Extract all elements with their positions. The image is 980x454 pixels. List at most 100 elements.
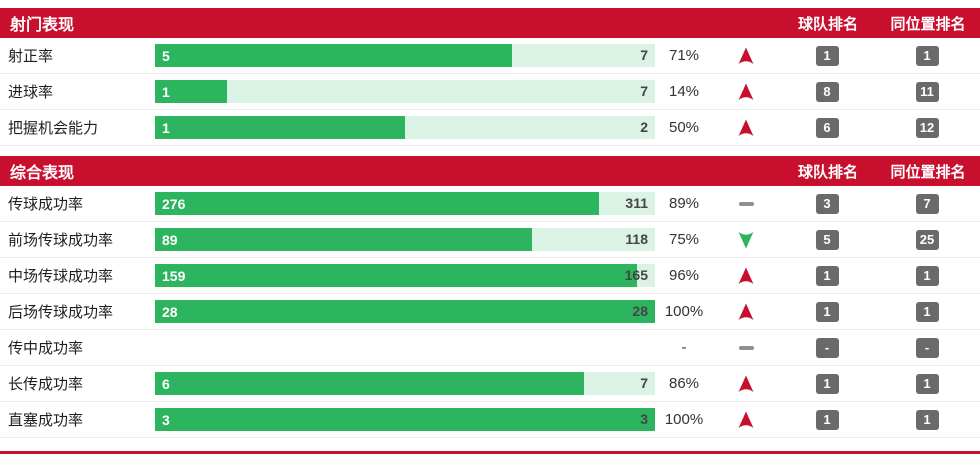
metric-label: 中场传球成功率 (8, 268, 114, 285)
position-rank-badge: 25 (915, 229, 939, 250)
table-row: 把握机会能力 1 2 50% 6 12 (0, 110, 980, 146)
bar-cell: 89 118 (155, 228, 655, 251)
percent-value: - (681, 339, 687, 356)
team-rank-cell: 3 (779, 193, 875, 214)
position-rank-cell: - (875, 337, 979, 358)
table-row: 射正率 5 7 71% 1 1 (0, 38, 980, 74)
trend-up-icon (738, 375, 754, 392)
position-rank-cell: 7 (875, 193, 979, 214)
bar-cell: 276 311 (155, 192, 655, 215)
table-row: 后场传球成功率 28 28 100% 1 1 (0, 294, 980, 330)
position-rank-badge: 1 (915, 265, 939, 286)
bar-fill: 159 (155, 264, 637, 287)
bar-max-value: 28 (632, 303, 648, 319)
trend-cell (713, 375, 779, 393)
table-row: 进球率 1 7 14% 8 11 (0, 74, 980, 110)
bar-cell (155, 336, 655, 359)
team-rank-cell: 1 (779, 409, 875, 430)
bar-max-value: 3 (640, 411, 648, 427)
bar-cell: 28 28 (155, 300, 655, 323)
position-rank-badge: 1 (915, 373, 939, 394)
position-rank-badge: 7 (915, 193, 939, 214)
bar-cell: 159 165 (155, 264, 655, 287)
position-rank-badge: - (915, 337, 939, 358)
metric-label: 进球率 (8, 84, 54, 101)
bar-track: 159 165 (155, 264, 655, 287)
position-rank-cell: 1 (875, 45, 979, 66)
position-rank-badge: 1 (915, 409, 939, 430)
percent-value: 71% (668, 47, 700, 64)
percent-value: 86% (668, 375, 700, 392)
percent-value: 50% (668, 119, 700, 136)
team-rank-badge: 5 (815, 229, 839, 250)
percent-value: 100% (664, 303, 704, 320)
trend-down-icon (738, 231, 754, 248)
bar-fill: 3 (155, 408, 655, 431)
table-row: 传球成功率 276 311 89% 3 7 (0, 186, 980, 222)
bar-track: 6 7 (155, 372, 655, 395)
trend-up-icon (738, 411, 754, 428)
table-row: 前场传球成功率 89 118 75% 5 25 (0, 222, 980, 258)
trend-flat-icon (738, 201, 754, 206)
position-rank-column-header: 同位置排名 (890, 15, 966, 33)
percent-value: 100% (664, 411, 704, 428)
bar-cell: 1 7 (155, 80, 655, 103)
team-rank-column-header: 球队排名 (797, 15, 858, 33)
position-rank-cell: 1 (875, 409, 979, 430)
trend-cell (713, 345, 779, 350)
section-title: 射门表现 (10, 17, 75, 34)
bar-value: 3 (162, 411, 170, 428)
position-rank-column-header: 同位置排名 (890, 163, 966, 181)
team-rank-badge: 1 (815, 373, 839, 394)
team-rank-cell: - (779, 337, 875, 358)
position-rank-cell: 12 (875, 117, 979, 138)
trend-cell (713, 303, 779, 321)
team-rank-badge: 8 (815, 81, 839, 102)
trend-up-icon (738, 267, 754, 284)
bar-track: 276 311 (155, 192, 655, 215)
team-rank-cell: 6 (779, 117, 875, 138)
position-rank-cell: 1 (875, 301, 979, 322)
bar-track: 28 28 (155, 300, 655, 323)
percent-value: 89% (668, 195, 700, 212)
team-rank-badge: 1 (815, 45, 839, 66)
bar-value: 1 (162, 83, 170, 100)
trend-up-icon (738, 47, 754, 64)
bar-fill: 276 (155, 192, 599, 215)
table-row: 中场传球成功率 159 165 96% 1 1 (0, 258, 980, 294)
bar-fill: 1 (155, 116, 405, 139)
bar-cell: 3 3 (155, 408, 655, 431)
team-rank-cell: 1 (779, 373, 875, 394)
trend-cell (713, 267, 779, 285)
team-rank-cell: 1 (779, 45, 875, 66)
team-rank-column-header: 球队排名 (797, 163, 858, 181)
bar-max-value: 311 (625, 195, 648, 211)
team-rank-badge: 1 (815, 301, 839, 322)
metric-label: 传中成功率 (8, 340, 84, 357)
team-rank-cell: 8 (779, 81, 875, 102)
bar-cell: 6 7 (155, 372, 655, 395)
metric-label: 长传成功率 (8, 376, 84, 393)
bar-max-value: 2 (640, 119, 648, 135)
bar-max-value: 7 (640, 83, 648, 99)
percent-value: 14% (668, 83, 700, 100)
position-rank-cell: 1 (875, 265, 979, 286)
team-rank-cell: 1 (779, 265, 875, 286)
position-rank-badge: 1 (915, 301, 939, 322)
metric-label: 直塞成功率 (8, 412, 84, 429)
metric-label: 后场传球成功率 (8, 304, 114, 321)
table-row: 长传成功率 6 7 86% 1 1 (0, 366, 980, 402)
section-title: 综合表现 (10, 165, 75, 182)
position-rank-cell: 11 (875, 81, 979, 102)
metric-label: 前场传球成功率 (8, 232, 114, 249)
bar-fill: 89 (155, 228, 532, 251)
metric-label: 传球成功率 (8, 196, 84, 213)
metric-label: 射正率 (8, 48, 54, 65)
trend-cell (713, 411, 779, 429)
bar-track: 1 7 (155, 80, 655, 103)
trend-up-icon (738, 119, 754, 136)
section-header-overall: 综合表现 球队排名 同位置排名 (0, 156, 980, 186)
bar-value: 276 (162, 195, 186, 212)
trend-up-icon (738, 303, 754, 320)
